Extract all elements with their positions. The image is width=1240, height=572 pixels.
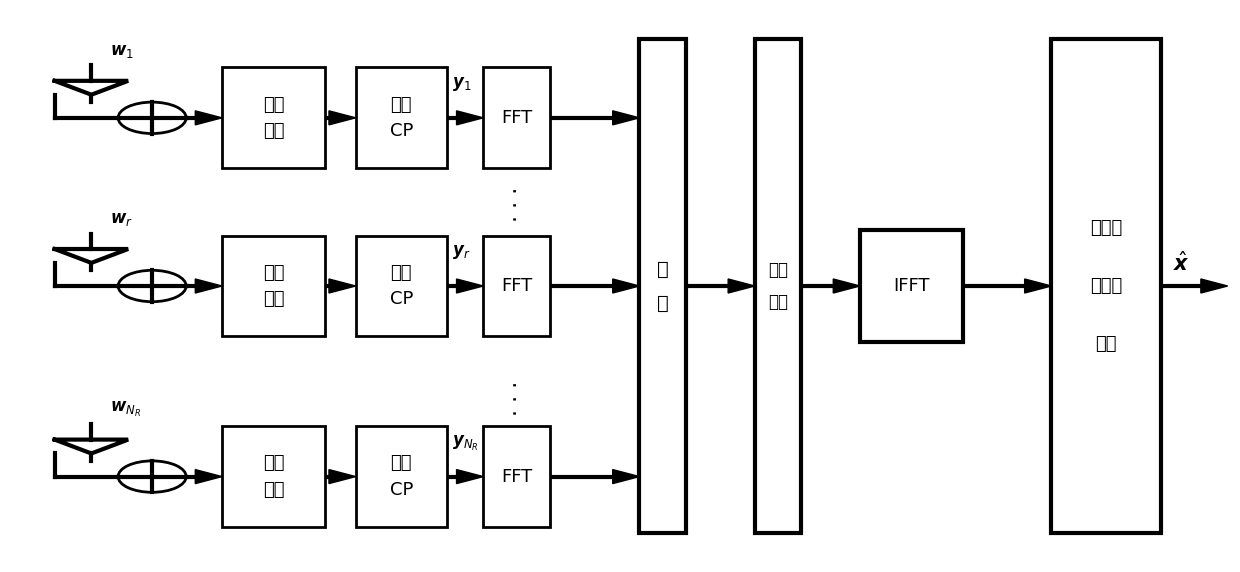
Text: · · ·: · · · (507, 187, 527, 223)
Polygon shape (728, 279, 755, 293)
Text: 去除
CP: 去除 CP (389, 96, 413, 140)
Text: $\hat{\boldsymbol{x}}$: $\hat{\boldsymbol{x}}$ (1173, 252, 1189, 275)
Text: 模数
转换: 模数 转换 (263, 96, 284, 140)
Polygon shape (456, 279, 484, 293)
Text: $\boldsymbol{y}_r$: $\boldsymbol{y}_r$ (451, 243, 470, 261)
Bar (484, 426, 551, 527)
Text: FFT: FFT (501, 109, 532, 127)
Polygon shape (195, 279, 222, 293)
Polygon shape (613, 279, 640, 293)
Polygon shape (613, 470, 640, 483)
Text: IFFT: IFFT (893, 277, 930, 295)
Bar (640, 39, 686, 533)
Bar (356, 67, 446, 168)
Bar (1052, 39, 1161, 533)
Polygon shape (329, 279, 356, 293)
Text: · · ·: · · · (507, 380, 527, 416)
Text: $\boldsymbol{y}_{N_R}$: $\boldsymbol{y}_{N_R}$ (451, 434, 479, 452)
Bar (222, 67, 325, 168)
Polygon shape (329, 470, 356, 483)
Bar (222, 236, 325, 336)
Polygon shape (329, 111, 356, 125)
Bar (484, 67, 551, 168)
Polygon shape (613, 111, 640, 125)
Polygon shape (456, 470, 484, 483)
Polygon shape (1200, 279, 1228, 293)
Text: 去除
CP: 去除 CP (389, 454, 413, 499)
Polygon shape (833, 279, 861, 293)
Polygon shape (1024, 279, 1052, 293)
Text: 均
衡: 均 衡 (657, 260, 668, 312)
Bar (755, 39, 801, 533)
Polygon shape (195, 470, 222, 483)
Polygon shape (456, 111, 484, 125)
Text: $\boldsymbol{y}_1$: $\boldsymbol{y}_1$ (451, 75, 471, 93)
Text: $\boldsymbol{w}_{N_R}$: $\boldsymbol{w}_{N_R}$ (109, 399, 140, 419)
Text: $\boldsymbol{w}_r$: $\boldsymbol{w}_r$ (109, 210, 133, 228)
Bar (222, 426, 325, 527)
Text: $\boldsymbol{w}_1$: $\boldsymbol{w}_1$ (109, 42, 134, 60)
Text: 模数
转换: 模数 转换 (263, 264, 284, 308)
Text: 去除
CP: 去除 CP (389, 264, 413, 308)
Text: 解映射

解交织

解码: 解映射 解交织 解码 (1090, 219, 1122, 353)
Text: 并串
变换: 并串 变换 (768, 261, 787, 311)
Bar (356, 236, 446, 336)
Text: 模数
转换: 模数 转换 (263, 454, 284, 499)
Bar (484, 236, 551, 336)
Polygon shape (195, 111, 222, 125)
Text: FFT: FFT (501, 277, 532, 295)
Bar (861, 230, 963, 342)
Text: FFT: FFT (501, 467, 532, 486)
Bar (356, 426, 446, 527)
